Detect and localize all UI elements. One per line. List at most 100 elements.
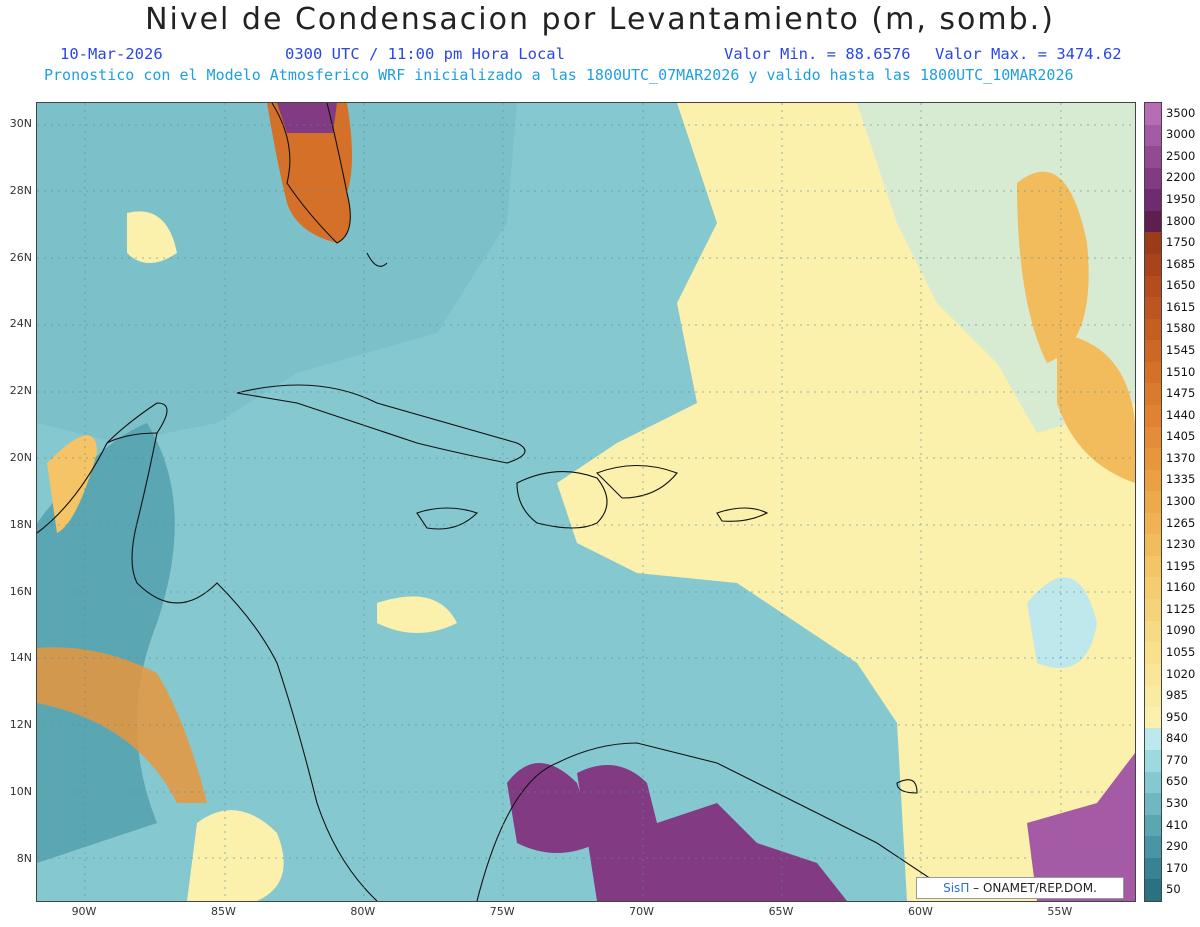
color-scale-label: 3000 xyxy=(1166,127,1196,142)
color-scale-swatch xyxy=(1145,124,1161,147)
condensation-level-map xyxy=(37,103,1135,901)
latitude-label: 14N xyxy=(9,651,32,665)
latitude-label: 24N xyxy=(9,317,32,331)
graticule xyxy=(37,103,1135,901)
color-scale-swatch xyxy=(1145,275,1161,298)
color-scale-label: 2200 xyxy=(1166,170,1196,185)
color-scale-label: 650 xyxy=(1166,774,1188,789)
color-scale-label: 1195 xyxy=(1166,558,1196,573)
latitude-label: 30N xyxy=(9,117,32,130)
color-scale-swatch xyxy=(1145,642,1161,665)
color-scale-swatch xyxy=(1145,253,1161,277)
latitude-label: 18N xyxy=(9,517,32,531)
color-scale-label: 1160 xyxy=(1166,580,1196,595)
color-scale-label: 1055 xyxy=(1166,644,1196,659)
color-scale-label: 1265 xyxy=(1166,515,1196,530)
color-scale-label: 1685 xyxy=(1166,256,1196,271)
color-scale-swatch xyxy=(1145,814,1161,837)
color-scale-label: 1950 xyxy=(1166,192,1196,207)
color-scale-swatch xyxy=(1145,426,1161,449)
color-scale-swatch xyxy=(1145,555,1161,578)
color-scale-label: 1615 xyxy=(1166,299,1196,314)
color-scale-label: 1800 xyxy=(1166,213,1196,228)
color-scale-swatch xyxy=(1145,512,1161,535)
color-scale-label: 840 xyxy=(1166,731,1188,746)
color-scale-swatch xyxy=(1145,318,1161,341)
latitude-label: 28N xyxy=(9,183,32,197)
latitude-label: 20N xyxy=(9,451,32,464)
color-scale-label: 1125 xyxy=(1166,601,1196,616)
longitude-label: 60W xyxy=(907,905,933,918)
color-scale-swatch xyxy=(1145,297,1161,320)
longitude-label: 90W xyxy=(71,905,97,918)
latitude-label: 22N xyxy=(9,384,32,398)
color-scale-label: 170 xyxy=(1166,860,1188,875)
color-scale-swatch xyxy=(1145,685,1161,708)
color-scale-label: 1580 xyxy=(1166,321,1196,336)
color-scale-swatch xyxy=(1145,469,1161,492)
color-scale-label: 410 xyxy=(1166,817,1188,832)
forecast-date: 10-Mar-2026 xyxy=(60,45,163,63)
color-scale-label: 985 xyxy=(1166,688,1188,703)
color-scale-label: 2500 xyxy=(1166,148,1196,163)
latitude-label: 12N xyxy=(9,718,32,732)
color-scale-swatch xyxy=(1145,189,1161,212)
credit-badge: SisΠ – ONAMET/REP.DOM. xyxy=(916,877,1124,899)
color-scale-label: 1545 xyxy=(1166,343,1196,358)
latitude-label: 10N xyxy=(9,785,32,798)
color-scale-label: 1335 xyxy=(1166,472,1196,487)
longitude-label: 80W xyxy=(350,905,376,918)
longitude-label: 85W xyxy=(210,905,236,918)
color-scale-swatch xyxy=(1145,146,1161,169)
color-scale-label: 1650 xyxy=(1166,278,1196,293)
color-scale-swatch xyxy=(1145,728,1161,751)
color-scale-swatch xyxy=(1145,448,1161,471)
forecast-description: Pronostico con el Modelo Atmosferico WRF… xyxy=(44,66,1074,84)
color-scale-swatch xyxy=(1145,103,1161,126)
color-scale-swatch xyxy=(1145,706,1161,729)
sispi-logo: SisΠ xyxy=(943,881,970,895)
color-scale-bar xyxy=(1144,102,1162,902)
color-scale-label: 1475 xyxy=(1166,386,1196,401)
color-scale-swatch xyxy=(1145,577,1161,600)
longitude-label: 70W xyxy=(629,905,655,918)
color-scale-swatch xyxy=(1145,879,1161,902)
color-scale-swatch xyxy=(1145,750,1161,773)
credit-text: – ONAMET/REP.DOM. xyxy=(973,881,1097,895)
color-scale-swatch xyxy=(1145,383,1161,406)
lcl-shading xyxy=(37,103,1135,901)
color-scale-swatch xyxy=(1145,599,1161,622)
color-scale-label: 1090 xyxy=(1166,623,1196,638)
color-scale-swatch xyxy=(1145,167,1161,190)
min-value: Valor Min. = 88.6576 xyxy=(724,45,911,63)
color-scale-label: 1370 xyxy=(1166,450,1196,465)
color-scale-label: 1405 xyxy=(1166,429,1196,444)
longitude-label: 65W xyxy=(768,905,794,918)
color-scale-swatch xyxy=(1145,491,1161,514)
color-scale-swatch xyxy=(1145,771,1161,794)
color-scale-swatch xyxy=(1145,340,1161,363)
color-scale-label: 3500 xyxy=(1166,105,1196,120)
color-scale-swatch xyxy=(1145,620,1161,643)
max-value: Valor Max. = 3474.62 xyxy=(935,45,1122,63)
color-scale-label: 1230 xyxy=(1166,537,1196,552)
forecast-time: 0300 UTC / 11:00 pm Hora Local xyxy=(285,45,565,63)
color-scale-swatch xyxy=(1145,534,1161,557)
map-panel xyxy=(36,102,1136,902)
map-title: Nivel de Condensacion por Levantamiento … xyxy=(145,2,1055,37)
color-scale-label: 950 xyxy=(1166,709,1188,724)
color-scale-swatch xyxy=(1145,361,1161,384)
color-scale-swatch xyxy=(1145,232,1161,255)
color-scale-label: 1020 xyxy=(1166,666,1196,681)
color-scale-label: 1300 xyxy=(1166,494,1196,508)
latitude-label: 16N xyxy=(9,584,32,598)
color-scale-swatch xyxy=(1145,857,1161,880)
latitude-label: 26N xyxy=(9,250,32,264)
color-scale-swatch xyxy=(1145,404,1161,427)
color-scale-swatch xyxy=(1145,793,1161,816)
color-scale-label: 290 xyxy=(1166,839,1188,854)
color-scale-label: 1510 xyxy=(1166,364,1196,379)
color-scale-label: 770 xyxy=(1166,752,1188,767)
color-scale-label: 530 xyxy=(1166,795,1188,810)
longitude-label: 55W xyxy=(1047,905,1073,918)
